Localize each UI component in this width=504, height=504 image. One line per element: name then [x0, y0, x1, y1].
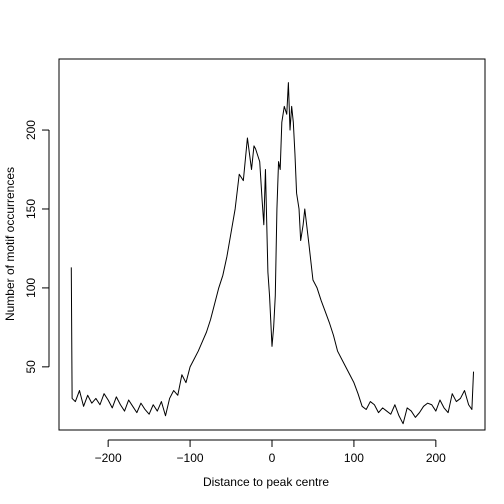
y-tick-label: 200	[24, 120, 38, 140]
x-axis-label: Distance to peak centre	[203, 475, 329, 489]
x-tick-label: −100	[177, 451, 204, 465]
x-tick-label: 100	[344, 451, 364, 465]
x-tick-label: −200	[95, 451, 122, 465]
x-axis: −200 −100 0 100 200	[95, 439, 446, 465]
y-tick-label: 50	[24, 360, 38, 374]
x-tick-label: 0	[269, 451, 276, 465]
y-tick-label: 100	[24, 278, 38, 298]
plot-frame	[58, 58, 486, 431]
y-axis: 50 100 150 200	[24, 120, 50, 374]
y-axis-label: Number of motif occurrences	[3, 167, 17, 321]
y-tick-label: 150	[24, 199, 38, 219]
series-line	[70, 82, 475, 425]
x-tick-label: 200	[426, 451, 446, 465]
